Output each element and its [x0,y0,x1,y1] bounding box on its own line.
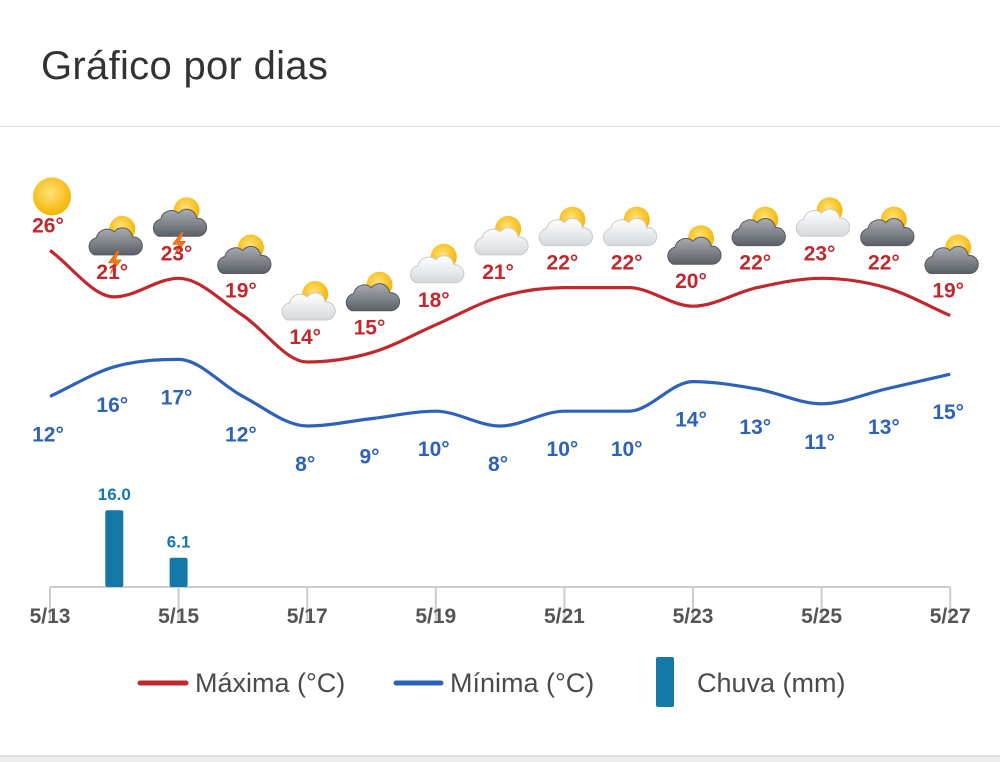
max-temp-line [49,249,951,364]
weather-partly-cloudy-dark-icon [731,206,786,247]
max-temp-label: 22° [547,252,579,275]
legend-label-max: Máxima (°C) [195,668,345,698]
min-temp-label: 17° [161,386,193,409]
max-temp-label: 22° [611,252,643,275]
max-temp-label: 15° [354,317,386,340]
rain-bar-label: 6.1 [167,533,191,552]
min-temp-line [49,357,951,428]
legend-item-rain: Chuva (mm) [656,657,846,707]
weather-partly-cloudy-dark-icon [860,206,915,247]
weather-partly-cloudy-dark-icon [345,271,400,312]
min-temp-label: 12° [225,423,257,446]
max-temp-label: 22° [739,252,771,275]
weather-partly-cloudy-icon [281,281,336,321]
weather-icons [33,177,979,321]
min-temp-label: 13° [739,416,771,439]
min-temp-label: 10° [418,438,450,461]
x-axis: 5/13 5/15 5/17 5/19 5/21 5/23 5/25 5/27 [30,586,971,628]
card-header: Gráfico por dias [0,0,1000,127]
weather-partly-cloudy-storm-icon [152,197,208,256]
min-temp-label: 10° [547,438,579,461]
legend-item-max: Máxima (°C) [137,668,345,698]
x-tick-label: 5/17 [287,605,328,628]
min-temp-label: 14° [675,409,707,432]
legend-label-min: Mínima (°C) [450,668,594,698]
weather-partly-cloudy-dark-icon [924,234,979,274]
min-temp-label: 8° [488,453,508,476]
weather-partly-cloudy-icon [795,197,851,237]
max-temp-label: 22° [868,252,900,275]
min-temp-label: 10° [611,438,643,461]
max-temp-label: 18° [418,289,450,312]
x-tick-label: 5/19 [415,605,456,628]
min-temp-label: 16° [96,394,128,417]
min-temp-label: 13° [868,416,900,439]
weather-partly-cloudy-icon [474,215,529,256]
max-temp-label: 23° [161,242,193,265]
max-temp-label: 19° [225,280,257,303]
min-temp-label: 12° [32,423,64,446]
max-temp-label: 23° [804,242,836,265]
weather-sun-icon [33,177,71,216]
x-tick-label: 5/15 [158,605,199,628]
max-temp-label: 26° [32,214,64,237]
weather-partly-cloudy-storm-icon [88,215,143,275]
weather-partly-cloudy-icon [410,243,465,284]
data-labels: 26° 21° 23° 19° 14° 15° 18° 21° 22° 22° 20° 22° 23° 2… [32,214,964,476]
min-temp-label: 8° [295,453,315,476]
x-tick-label: 5/27 [930,605,971,628]
weather-partly-cloudy-icon [538,206,593,247]
rain-bar [105,510,124,587]
x-tick-label: 5/21 [544,605,585,628]
min-temp-label: 9° [359,446,379,469]
x-tick-label: 5/25 [801,605,842,628]
max-temp-label: 21° [96,261,128,284]
legend-label-rain: Chuva (mm) [697,668,846,698]
page-title: Gráfico por dias [41,44,329,88]
min-temp-label: 11° [804,431,835,454]
weather-partly-cloudy-dark-icon [667,225,722,265]
x-tick-label: 5/13 [30,605,71,628]
x-tick-label: 5/23 [673,605,714,628]
rain-bar [169,557,188,587]
legend-item-min: Mínima (°C) [393,668,594,698]
min-temp-label: 15° [932,401,964,424]
max-temp-label: 14° [289,326,321,349]
max-temp-label: 19° [932,280,964,303]
max-temp-label: 20° [675,270,707,293]
weather-partly-cloudy-dark-icon [217,234,272,274]
rain-bar-label: 16.0 [98,485,131,504]
weather-partly-cloudy-icon [603,206,658,247]
legend: Máxima (°C) Mínima (°C) Chuva (mm) [137,657,846,707]
max-temp-label: 21° [482,261,514,284]
temperature-lines [49,249,951,428]
rain-bars: 16.0 6.1 [98,485,191,587]
